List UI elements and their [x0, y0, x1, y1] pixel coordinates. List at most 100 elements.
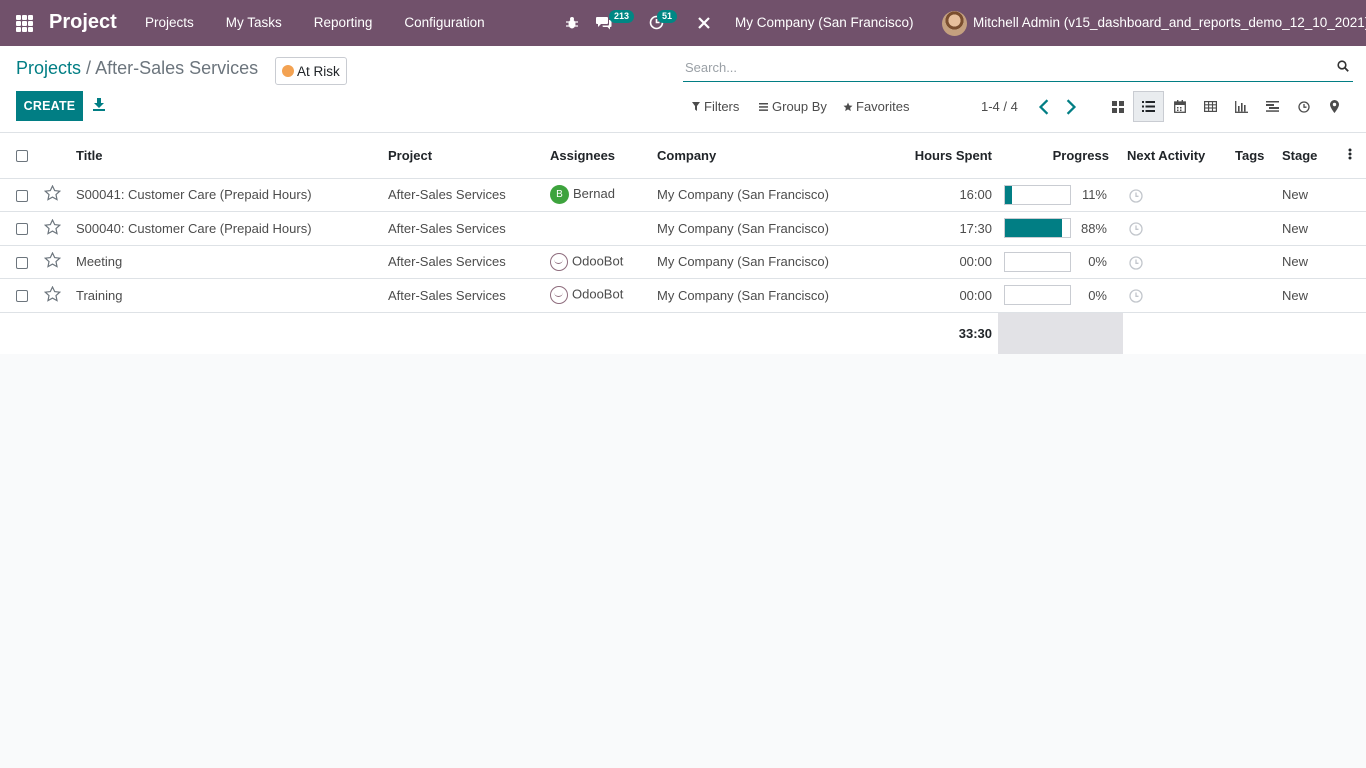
company-switcher[interactable]: My Company (San Francisco) [735, 15, 914, 30]
menu-item-projects[interactable]: Projects [145, 15, 194, 30]
messages-icon[interactable] [596, 15, 612, 30]
table-row[interactable]: Meeting After-Sales Services OdooBot My … [0, 245, 1366, 279]
user-menu[interactable]: Mitchell Admin (v15_dashboard_and_report… [973, 15, 1366, 30]
header-progress[interactable]: Progress [998, 133, 1123, 179]
table-footer-row: 33:30 [0, 312, 1366, 354]
footer-empty [1229, 312, 1276, 354]
favorites-dropdown[interactable]: Favorites [843, 99, 909, 114]
table-row[interactable]: S00040: Customer Care (Prepaid Hours) Af… [0, 211, 1366, 246]
top-navbar: Project Projects My Tasks Reporting Conf… [0, 0, 1366, 46]
row-select-cell [0, 178, 38, 212]
task-progress-cell: 0% [998, 278, 1123, 313]
pager-previous-icon[interactable] [1037, 99, 1051, 115]
menu-item-reporting[interactable]: Reporting [313, 15, 373, 30]
activity-clock-icon[interactable] [1129, 222, 1143, 236]
task-project: After-Sales Services [382, 178, 544, 212]
row-select-cell [0, 245, 38, 279]
progress-fill [1005, 185, 1013, 204]
favorite-star-icon[interactable] [43, 285, 62, 302]
footer-empty [70, 312, 382, 354]
search-input[interactable] [683, 56, 1323, 78]
footer-empty [38, 312, 70, 354]
map-view-button[interactable] [1319, 91, 1350, 122]
total-hours-spent: 33:30 [958, 325, 992, 341]
next-activity-cell [1123, 278, 1229, 313]
task-project: After-Sales Services [382, 245, 544, 279]
select-all-cell [0, 133, 38, 179]
task-company: My Company (San Francisco) [651, 178, 878, 212]
activity-view-button[interactable] [1288, 91, 1319, 122]
group-by-bars-icon [759, 102, 768, 111]
task-list: Title Project Assignees Company Hours Sp… [0, 133, 1366, 354]
header-assignees[interactable]: Assignees [544, 133, 651, 179]
tools-icon[interactable] [697, 16, 711, 30]
footer-empty [382, 312, 544, 354]
header-title[interactable]: Title [70, 133, 382, 179]
table-row[interactable]: Training After-Sales Services OdooBot My… [0, 278, 1366, 313]
row-checkbox[interactable] [16, 189, 28, 202]
task-progress-cell: 88% [998, 211, 1123, 246]
project-status-button[interactable]: At Risk [275, 57, 347, 85]
activity-clock-icon[interactable] [1129, 188, 1143, 203]
row-select-cell [0, 211, 38, 246]
table-row[interactable]: S00041: Customer Care (Prepaid Hours) Af… [0, 178, 1366, 212]
pivot-view-button[interactable] [1195, 91, 1226, 122]
row-checkbox[interactable] [16, 290, 28, 303]
search-icon[interactable] [1337, 60, 1349, 72]
task-hours-spent: 16:00 [878, 178, 998, 212]
optional-columns-cell [1348, 133, 1366, 179]
list-view-button[interactable] [1133, 91, 1164, 122]
header-hours-spent[interactable]: Hours Spent [878, 133, 998, 179]
header-project[interactable]: Project [382, 133, 544, 179]
activity-icon [1297, 100, 1310, 113]
debug-bug-icon[interactable] [565, 16, 579, 30]
task-tags [1229, 178, 1276, 212]
pager-next-icon[interactable] [1064, 99, 1078, 115]
optional-columns-icon[interactable] [1348, 148, 1352, 160]
app-brand[interactable]: Project [49, 11, 117, 33]
header-company[interactable]: Company [651, 133, 878, 179]
apps-menu-icon[interactable] [16, 15, 33, 32]
pager-value[interactable]: 1-4 / 4 [981, 99, 1018, 114]
create-button[interactable]: CREATE [16, 91, 83, 121]
menu-item-configuration[interactable]: Configuration [404, 15, 485, 30]
activity-clock-icon[interactable] [1129, 289, 1143, 303]
kanban-view-button[interactable] [1102, 91, 1133, 122]
odoobot-avatar-icon [550, 252, 568, 271]
row-checkbox[interactable] [16, 256, 28, 269]
menu-item-my-tasks[interactable]: My Tasks [225, 15, 282, 30]
filters-dropdown[interactable]: Filters [692, 99, 739, 114]
gantt-view-button[interactable] [1257, 91, 1288, 122]
progress-fill [1005, 219, 1063, 238]
search-bar [683, 56, 1353, 82]
task-title: Training [70, 278, 382, 313]
progress-bar [1004, 251, 1071, 272]
task-stage: New [1276, 245, 1348, 279]
filter-funnel-icon [692, 102, 700, 111]
header-next-activity[interactable]: Next Activity [1123, 133, 1229, 179]
favorite-star-icon[interactable] [43, 184, 62, 202]
row-filler [1348, 278, 1366, 313]
select-all-checkbox[interactable] [16, 150, 28, 163]
task-stage: New [1276, 178, 1348, 212]
download-icon[interactable] [93, 98, 105, 111]
header-tags[interactable]: Tags [1229, 133, 1276, 179]
header-stage[interactable]: Stage [1276, 133, 1348, 179]
favorite-star-icon[interactable] [43, 251, 62, 269]
activity-clock-icon[interactable] [1129, 255, 1143, 270]
group-by-dropdown[interactable]: Group By [759, 99, 827, 114]
task-hours-spent: 17:30 [878, 211, 998, 246]
user-avatar[interactable] [942, 11, 967, 36]
progress-percent: 0% [1088, 254, 1107, 270]
task-company: My Company (San Francisco) [651, 245, 878, 279]
activities-count-badge: 51 [657, 10, 678, 23]
row-checkbox[interactable] [16, 223, 28, 236]
breadcrumb-projects-link[interactable]: Projects [16, 58, 82, 78]
graph-view-button[interactable] [1226, 91, 1257, 122]
task-assignee-cell [544, 211, 651, 246]
favorite-star-icon[interactable] [43, 218, 62, 235]
calendar-view-button[interactable] [1164, 91, 1195, 122]
task-assignee-cell: OdooBot [544, 245, 651, 279]
filters-label: Filters [704, 99, 740, 114]
graph-icon [1235, 100, 1248, 113]
